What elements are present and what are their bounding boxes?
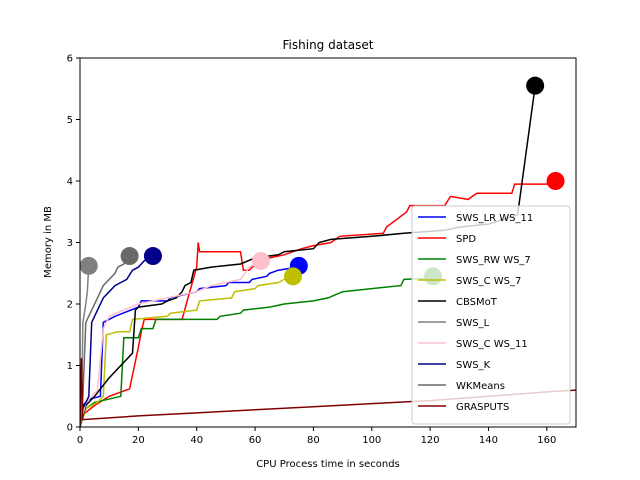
- x-tick-label: 40: [190, 435, 203, 446]
- series-line-sws-k: [80, 255, 154, 427]
- series-line-cbsmot: [80, 85, 536, 427]
- y-tick-label: 3: [67, 238, 73, 249]
- y-tick-label: 1: [67, 361, 73, 372]
- legend: SWS_LR WS_11 SPD SWS_RW WS_7 SWS_C WS_7 CBSM…: [411, 205, 571, 425]
- series-line-sws-c-ws-11: [80, 260, 262, 427]
- x-tick-label: 20: [132, 435, 145, 446]
- y-tick-label: 4: [67, 177, 73, 188]
- legend-label: SWS_RW WS_7: [456, 255, 531, 266]
- x-tick-label: 60: [249, 435, 262, 446]
- end-marker-sws-l: [79, 256, 98, 275]
- chart-title: Fishing dataset: [283, 38, 374, 52]
- y-axis-ticks: 0 1 2 3 4 5 6: [67, 54, 80, 434]
- end-marker-sws-c-ws-11: [251, 251, 270, 270]
- x-tick-label: 100: [362, 435, 381, 446]
- legend-box: [411, 205, 571, 425]
- x-axis-label: CPU Process time in seconds: [256, 459, 400, 470]
- legend-label: SWS_K: [456, 360, 491, 371]
- y-tick-label: 2: [67, 300, 73, 311]
- end-marker-wkmeans: [120, 247, 139, 266]
- legend-label: SWS_C WS_7: [456, 276, 521, 287]
- legend-label: GRASPUTS: [456, 402, 509, 413]
- y-axis-label: Memory in MB: [43, 206, 54, 278]
- x-tick-label: 0: [77, 435, 83, 446]
- end-marker-sws-k: [143, 247, 162, 266]
- series-line-wkmeans: [80, 255, 131, 427]
- legend-label: SWS_LR WS_11: [456, 213, 533, 224]
- y-tick-label: 6: [67, 54, 73, 65]
- legend-label: CBSMoT: [456, 297, 498, 308]
- x-tick-label: 120: [421, 435, 440, 446]
- x-tick-label: 160: [537, 435, 556, 446]
- end-marker-spd: [546, 172, 565, 190]
- legend-label: SWS_L: [456, 318, 490, 329]
- legend-label: SPD: [456, 234, 476, 245]
- legend-label: WKMeans: [456, 381, 505, 392]
- end-marker-sws-c-ws-7: [283, 267, 302, 286]
- series-line-sws-c-ws-7: [80, 275, 294, 427]
- x-tick-label: 80: [307, 435, 320, 446]
- x-axis-ticks: 0 20 40 60 80 100 120 140 160: [77, 427, 556, 446]
- series-line-sws-rw-ws-7: [80, 275, 434, 427]
- end-marker-cbsmot: [526, 76, 545, 95]
- y-tick-label: 0: [67, 423, 73, 434]
- y-tick-label: 5: [67, 115, 73, 126]
- x-tick-label: 140: [479, 435, 498, 446]
- legend-label: SWS_C WS_11: [456, 339, 528, 350]
